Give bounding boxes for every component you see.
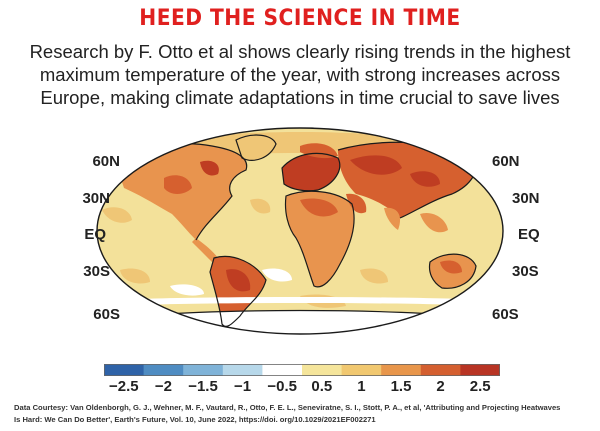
colorbar-segment [420, 364, 461, 376]
lat-label-right: 60S [492, 306, 519, 323]
lat-label-left: 30S [83, 263, 110, 280]
africa [285, 191, 355, 287]
colorbar [104, 364, 500, 376]
colorbar-tick-label: −2 [154, 378, 172, 395]
pacific-patch [102, 207, 132, 223]
lat-label-right: EQ [518, 226, 540, 243]
asia-hotspot-2 [410, 171, 440, 187]
colorbar-tick-label: −1 [234, 378, 252, 395]
lat-label-right: 30N [512, 190, 540, 207]
colorbar-segment [341, 364, 382, 376]
globe-outline [96, 127, 504, 335]
sa-hotspot [226, 269, 251, 292]
south-atlantic-white-patch [262, 268, 292, 282]
colorbar-tick-label: −2.5 [108, 378, 139, 395]
colorbar-segment [183, 364, 224, 376]
colorbar-tick-label: 1 [357, 378, 366, 395]
colorbar-tick-label: 0.5 [311, 378, 333, 395]
lat-label-right: 60N [492, 153, 520, 170]
subtitle-line: Europe, making climate adaptations in ti… [40, 87, 560, 108]
europe [282, 153, 340, 191]
colorbar-segment [460, 364, 500, 376]
atlantic-patch [250, 198, 271, 214]
subtitle-line: maximum temperature of the year, with st… [39, 64, 561, 85]
colorbar-tick-label: −0.5 [267, 378, 297, 395]
na-hotspot-2 [200, 160, 219, 176]
lat-label-left: 30N [82, 190, 110, 207]
southern-cooling-band [110, 297, 490, 306]
southeast-asia [420, 212, 448, 233]
lat-label-left: 60S [93, 306, 120, 323]
colorbar-segment [104, 364, 145, 376]
colorbar-tick-label: 1.5 [390, 378, 412, 395]
headline: HEED THE SCIENCE IN TIME [139, 6, 461, 31]
lat-label-right: 30S [512, 263, 539, 280]
colorbar-tick-label: 2.5 [469, 378, 491, 395]
coast-europe [281, 152, 341, 192]
data-credit: Data Courtesy: Van Oldenborgh, G. J., We… [14, 402, 594, 426]
central-america [192, 238, 218, 262]
colorbar-segment [222, 364, 263, 376]
arabia [346, 193, 367, 214]
colorbar-segment [381, 364, 422, 376]
subtitle: Research by F. Otto et al shows clearly … [10, 40, 590, 109]
credit-line: Data Courtesy: Van Oldenborgh, G. J., We… [14, 403, 561, 412]
lat-label-left: 60N [92, 153, 120, 170]
colorbar-ticks: −2.5 −2 −1.5 −1 −0.5 0.5 1 1.5 2 2.5 [0, 378, 600, 398]
antarctica [120, 310, 480, 334]
map-surface [97, 128, 503, 334]
credit-line: Is Hard: We Can Do Better', Earth's Futu… [14, 415, 376, 424]
colorbar-tick-label: −1.5 [188, 378, 218, 395]
colorbar-segment [262, 364, 303, 376]
greenland [236, 135, 276, 161]
southern-ocean-white-patch [170, 284, 204, 296]
africa-hotspot [300, 198, 338, 217]
subtitle-line: Research by F. Otto et al shows clearly … [29, 41, 571, 62]
asia-hotspot-1 [350, 155, 402, 175]
coast-australia [428, 253, 477, 289]
coast-south-america [209, 255, 267, 328]
indian-ocean-patch [360, 268, 388, 284]
india [384, 207, 401, 230]
lat-label-left: EQ [84, 226, 106, 243]
na-hotspot-1 [164, 175, 192, 194]
south-pacific-patch [120, 268, 150, 284]
colorbar-outline [104, 364, 500, 376]
colorbar-segment [143, 364, 184, 376]
colorbar-segment [302, 364, 343, 376]
coast-greenland [235, 134, 277, 161]
australia-hotspot [440, 260, 462, 274]
coast-africa [284, 190, 355, 288]
south-america [210, 256, 266, 327]
colorbar-tick-label: 2 [436, 378, 445, 395]
